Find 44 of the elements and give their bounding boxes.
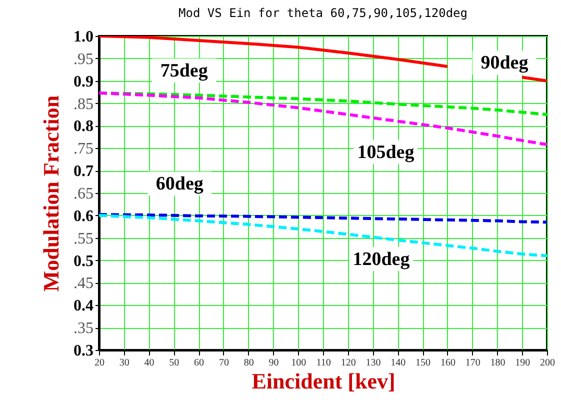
x-tick-label: 70 — [218, 358, 229, 368]
x-axis-title: Eincident [kev] — [252, 368, 396, 394]
y-tick-label: .95 — [74, 50, 94, 68]
x-tick-label: 150 — [416, 358, 431, 368]
series-label: 90deg — [480, 52, 529, 74]
y-tick-label: .75 — [74, 140, 94, 158]
x-tick-label: 130 — [366, 358, 381, 368]
y-tick-label: 0.8 — [74, 118, 94, 136]
x-tick-label: 100 — [291, 358, 306, 368]
y-tick-label: .35 — [74, 320, 94, 338]
y-tick-label: 0.4 — [74, 298, 94, 315]
y-tick-label: .85 — [74, 96, 94, 113]
x-tick-label: 30 — [119, 358, 130, 368]
x-tick-label: 200 — [540, 358, 555, 368]
x-tick-label: 140 — [390, 358, 406, 368]
x-tick-label: 90 — [268, 358, 279, 368]
line-series — [99, 213, 547, 224]
x-tick-label: 120 — [340, 358, 356, 368]
y-tick-label: 0.7 — [74, 163, 94, 180]
y-tick-label: .55 — [74, 230, 94, 248]
x-tick-label: 60 — [194, 358, 204, 368]
x-tick-label: 20 — [94, 358, 104, 368]
series-label: 60deg — [156, 174, 204, 195]
line-series — [99, 91, 547, 146]
y-tick-label: 0.3 — [74, 342, 94, 360]
x-tick-label: 40 — [144, 358, 154, 368]
y-tick-label: .45 — [74, 275, 94, 292]
series-label: 120deg — [352, 248, 410, 270]
y-tick-label: 0.9 — [74, 73, 94, 90]
y-tick-label: .65 — [74, 186, 94, 202]
x-tick-label: 160 — [440, 358, 456, 368]
x-tick-label: 170 — [465, 358, 480, 368]
series-label: 105deg — [357, 142, 415, 164]
x-tick-label: 110 — [316, 358, 331, 368]
series-label: 75deg — [160, 60, 208, 82]
x-tick-label: 180 — [490, 358, 506, 368]
y-tick-label: 1.0 — [74, 28, 94, 46]
x-tick-label: 50 — [169, 358, 180, 368]
y-tick-label: 0.6 — [74, 208, 94, 225]
chart-title: Mod VS Ein for theta 60,75,90,105,120deg — [178, 6, 468, 20]
x-tick-label: 190 — [515, 358, 530, 368]
y-tick-label: 0.5 — [74, 252, 94, 270]
y-axis-title: Modulation Fraction — [38, 95, 64, 292]
x-tick-label: 80 — [244, 358, 254, 368]
